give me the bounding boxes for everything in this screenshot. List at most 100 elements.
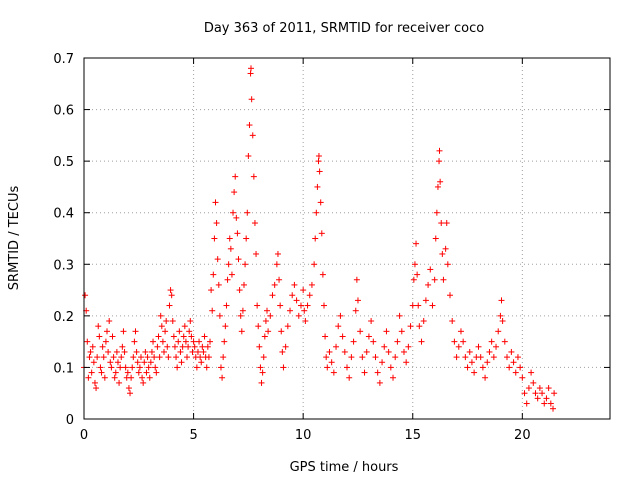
data-point — [240, 281, 247, 288]
data-point — [479, 364, 486, 371]
data-point — [409, 302, 416, 309]
data-point — [439, 250, 446, 257]
data-point — [163, 318, 170, 325]
data-point — [398, 328, 405, 335]
data-point — [175, 338, 182, 345]
data-point — [363, 348, 370, 355]
data-point — [276, 276, 283, 283]
data-point — [247, 70, 254, 77]
data-point — [160, 348, 167, 355]
data-point — [235, 256, 242, 263]
data-point — [475, 343, 482, 350]
data-point — [497, 312, 504, 319]
data-point — [264, 307, 271, 314]
data-point — [140, 379, 147, 386]
data-point — [257, 364, 264, 371]
data-point — [223, 302, 230, 309]
data-point — [110, 354, 117, 361]
data-point — [137, 354, 144, 361]
data-point — [188, 333, 195, 340]
data-point — [262, 318, 269, 325]
data-point — [359, 354, 366, 361]
data-point — [171, 343, 178, 350]
data-point — [436, 158, 443, 165]
data-point — [244, 209, 251, 216]
data-point — [243, 235, 250, 242]
data-point — [111, 374, 118, 381]
data-point — [300, 287, 307, 294]
data-point — [108, 364, 115, 371]
data-point — [523, 400, 530, 407]
data-point — [102, 338, 109, 345]
data-point — [319, 271, 326, 278]
data-point — [199, 343, 206, 350]
data-point — [354, 297, 361, 304]
data-point — [312, 235, 319, 242]
data-point — [306, 292, 313, 299]
data-point — [381, 343, 388, 350]
data-point — [122, 364, 129, 371]
data-point — [433, 209, 440, 216]
data-point — [128, 374, 135, 381]
data-point — [146, 374, 153, 381]
data-point — [315, 158, 322, 165]
data-point — [220, 354, 227, 361]
data-point — [425, 281, 432, 288]
data-point — [510, 359, 517, 366]
data-point — [94, 354, 101, 361]
data-point — [212, 199, 219, 206]
y-tick-label: 0.3 — [53, 258, 74, 273]
data-point — [539, 390, 546, 397]
x-tick-label: 5 — [189, 428, 197, 443]
data-point — [169, 318, 176, 325]
data-point — [221, 338, 228, 345]
data-point — [392, 354, 399, 361]
data-point — [109, 333, 116, 340]
data-point — [133, 348, 140, 355]
data-point — [105, 348, 112, 355]
data-point — [242, 261, 249, 268]
data-point — [121, 348, 128, 355]
data-point — [400, 348, 407, 355]
data-point — [277, 302, 284, 309]
data-point — [551, 390, 558, 397]
data-point — [159, 338, 166, 345]
data-point — [322, 333, 329, 340]
data-point — [114, 359, 121, 366]
data-point — [178, 359, 185, 366]
data-point — [124, 369, 131, 376]
data-point — [372, 354, 379, 361]
data-point — [410, 276, 417, 283]
data-point — [436, 147, 443, 154]
data-point — [411, 261, 418, 268]
data-point — [135, 369, 142, 376]
data-point — [157, 312, 164, 319]
data-point — [251, 220, 258, 227]
data-point — [282, 343, 289, 350]
data-point — [204, 343, 211, 350]
y-tick-labels: 0 0.1 0.2 0.3 0.4 0.5 0.6 0.7 — [53, 52, 74, 428]
data-point — [432, 235, 439, 242]
data-point — [141, 359, 148, 366]
data-point — [499, 318, 506, 325]
data-point — [379, 359, 386, 366]
data-point — [182, 338, 189, 345]
data-point — [407, 323, 414, 330]
data-point — [193, 364, 200, 371]
data-point — [147, 359, 154, 366]
data-point — [315, 152, 322, 159]
data-point — [88, 369, 95, 376]
data-point — [267, 312, 274, 319]
data-point — [284, 323, 291, 330]
data-point — [279, 348, 286, 355]
data-point — [501, 338, 508, 345]
data-point — [116, 379, 123, 386]
data-point — [84, 338, 91, 345]
data-point — [495, 328, 502, 335]
data-point — [541, 400, 548, 407]
data-point — [98, 369, 105, 376]
data-point — [258, 379, 265, 386]
data-point — [93, 385, 100, 392]
data-point — [217, 364, 224, 371]
data-point — [530, 379, 537, 386]
